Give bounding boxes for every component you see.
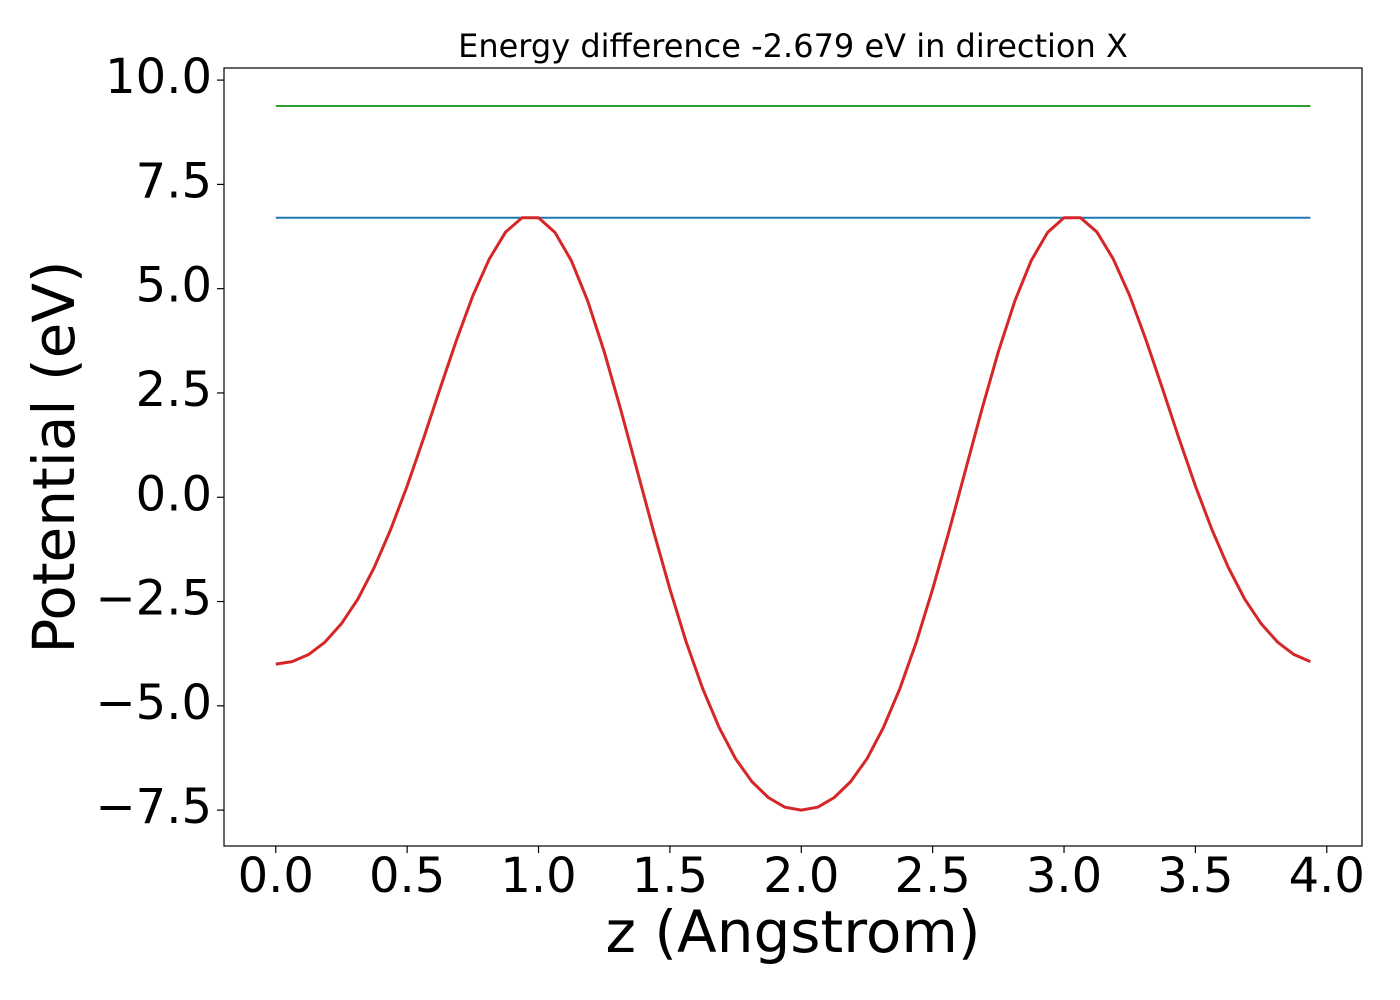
x-tick-label: 1.5 — [632, 848, 708, 904]
x-tick-label: 2.5 — [894, 848, 970, 904]
x-tick-label: 0.5 — [369, 848, 445, 904]
x-tick-label: 0.0 — [238, 848, 314, 904]
y-tick-label: −7.5 — [95, 779, 212, 835]
y-tick-label: 2.5 — [136, 362, 212, 418]
x-tick-label: 4.0 — [1289, 848, 1365, 904]
x-tick-label: 3.5 — [1157, 848, 1233, 904]
y-tick-label: 5.0 — [136, 258, 212, 314]
y-tick-label: 10.0 — [105, 49, 212, 105]
plot-frame — [223, 67, 1363, 847]
data-line — [275, 216, 1311, 812]
y-tick-label: 7.5 — [136, 153, 212, 209]
x-axis-label: z (Angstrom) — [606, 898, 981, 966]
x-tick-label: 3.0 — [1026, 848, 1102, 904]
x-tick-label: 1.0 — [500, 848, 576, 904]
y-tick-label: −5.0 — [95, 675, 212, 731]
y-tick-label: 0.0 — [136, 466, 212, 522]
chart-title: Energy difference -2.679 eV in direction… — [458, 27, 1128, 65]
x-tick-label: 2.0 — [763, 848, 839, 904]
y-axis-label: Potential (eV) — [20, 260, 88, 653]
y-tick-label: −2.5 — [95, 571, 212, 627]
